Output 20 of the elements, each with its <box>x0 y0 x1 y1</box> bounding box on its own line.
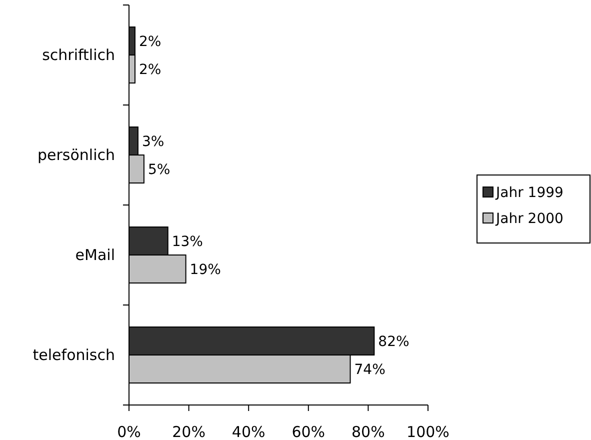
data-label: 74% <box>354 362 386 378</box>
x-tick-label: 40% <box>232 423 266 440</box>
y-tick-label: persönlich <box>37 146 115 164</box>
x-tick-label: 60% <box>292 423 326 440</box>
x-tick-label: 0% <box>117 423 141 440</box>
data-label: 13% <box>172 234 203 250</box>
y-tick-label: schriftlich <box>42 46 115 64</box>
data-label: 3% <box>142 134 164 150</box>
y-tick-label: eMail <box>75 246 115 264</box>
data-label: 5% <box>148 162 170 178</box>
x-tick-label: 20% <box>172 423 206 440</box>
legend-label: Jahr 1999 <box>495 185 564 201</box>
data-label: 2% <box>138 34 162 50</box>
x-tick-label: 100% <box>406 423 450 440</box>
x-tick-label: 80% <box>352 423 385 440</box>
data-label: 82% <box>378 334 410 350</box>
legend-label: Jahr 2000 <box>495 211 564 227</box>
data-label: 2% <box>138 62 162 78</box>
y-tick-label: telefonisch <box>32 346 115 364</box>
data-label: 19% <box>190 262 221 278</box>
